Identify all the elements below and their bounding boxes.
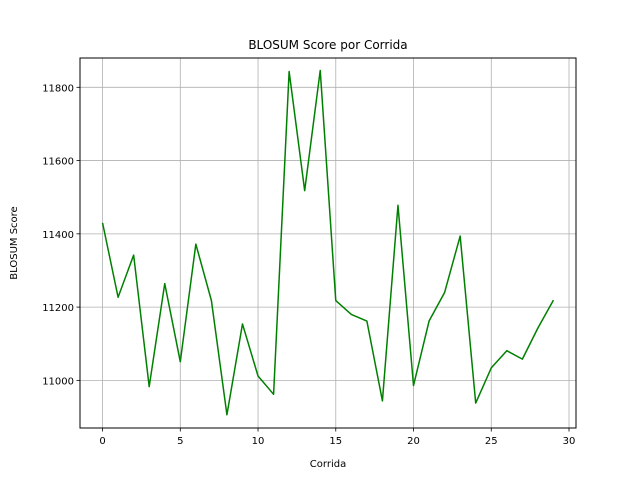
y-tick-label: 11400 — [42, 230, 74, 241]
y-tick-label: 11600 — [42, 157, 74, 168]
y-axis-label: BLOSUM Score — [9, 206, 20, 279]
y-tick-label: 11200 — [42, 303, 74, 314]
x-axis: 0 5 10 15 20 25 30 — [99, 428, 575, 447]
x-tick-label: 25 — [485, 436, 498, 447]
grid — [80, 58, 576, 428]
y-tick-label: 11800 — [42, 83, 74, 94]
y-tick-label: 11000 — [42, 376, 74, 387]
x-tick-label: 20 — [407, 436, 420, 447]
x-tick-label: 10 — [252, 436, 265, 447]
y-axis: 11000 11200 11400 11600 11800 — [42, 83, 80, 387]
x-axis-label: Corrida — [310, 459, 346, 470]
x-tick-label: 30 — [563, 436, 576, 447]
plot-frame — [79, 57, 577, 429]
series-line — [101, 69, 555, 416]
x-tick-label: 15 — [329, 436, 342, 447]
chart-title: BLOSUM Score por Corrida — [248, 38, 407, 52]
series-layer — [101, 69, 555, 416]
x-tick-label: 5 — [177, 436, 183, 447]
x-tick-label: 0 — [99, 436, 105, 447]
